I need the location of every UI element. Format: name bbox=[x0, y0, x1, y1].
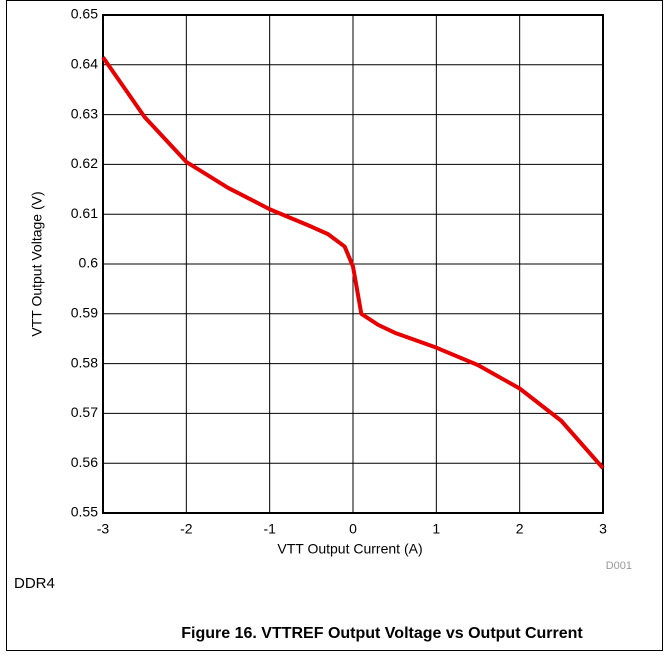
y-axis-label: VTT Output Voltage (V) bbox=[29, 191, 45, 336]
x-tick-label: -3 bbox=[97, 521, 110, 537]
figure-id: D001 bbox=[606, 560, 632, 572]
x-tick-label: 0 bbox=[349, 521, 357, 537]
y-tick-label: 0.6 bbox=[79, 255, 99, 271]
y-tick-label: 0.61 bbox=[71, 205, 98, 221]
x-tick-label: 2 bbox=[516, 521, 524, 537]
y-tick-label: 0.64 bbox=[71, 56, 98, 72]
y-tick-label: 0.57 bbox=[71, 404, 98, 420]
x-axis-label: VTT Output Current (A) bbox=[277, 541, 422, 557]
x-tick-label: 1 bbox=[432, 521, 440, 537]
y-tick-label: 0.59 bbox=[71, 305, 98, 321]
x-tick-label: 3 bbox=[599, 521, 607, 537]
y-tick-label: 0.65 bbox=[71, 6, 98, 22]
y-tick-label: 0.63 bbox=[71, 105, 98, 121]
plot-border bbox=[102, 14, 604, 514]
x-tick-label: -1 bbox=[263, 521, 276, 537]
y-tick-label: 0.62 bbox=[71, 155, 98, 171]
y-tick-label: 0.56 bbox=[71, 454, 98, 470]
y-tick-label: 0.58 bbox=[71, 354, 98, 370]
data-line bbox=[101, 56, 605, 470]
frame bbox=[6, 0, 663, 651]
caption: Figure 16. VTTREF Output Voltage vs Outp… bbox=[181, 625, 583, 642]
x-tick-label: -2 bbox=[180, 521, 193, 537]
subtitle: DDR4 bbox=[14, 575, 55, 592]
y-tick-label: 0.55 bbox=[71, 504, 98, 520]
